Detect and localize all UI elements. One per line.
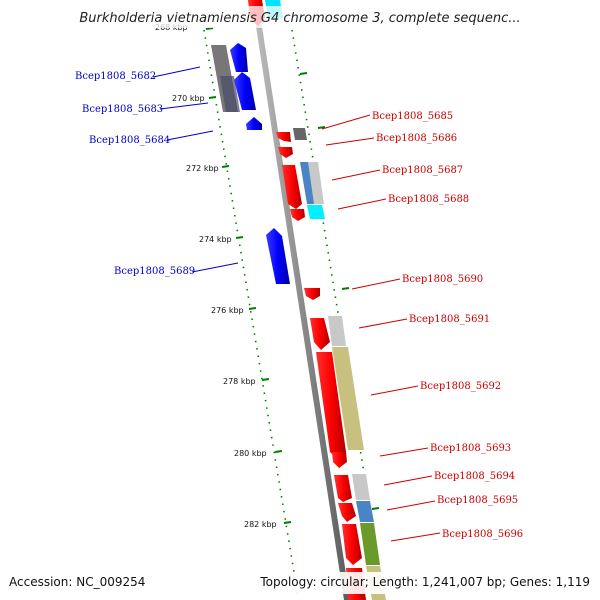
leader-line-right bbox=[383, 475, 433, 486]
leader-line-right bbox=[321, 114, 371, 130]
leader-line-right bbox=[358, 318, 408, 329]
tick-mark bbox=[317, 126, 326, 129]
gene-label-right[interactable]: Bcep1808_5693 bbox=[430, 443, 511, 454]
tick-label: 282 kbp bbox=[244, 520, 277, 529]
feature-cyan bbox=[307, 205, 325, 219]
forward-cds-arrow bbox=[266, 228, 290, 284]
gene-label-left[interactable]: Bcep1808_5689 bbox=[114, 266, 195, 277]
leader-line-right bbox=[390, 532, 441, 542]
tick-mark bbox=[274, 450, 283, 453]
gene-label-right[interactable]: Bcep1808_5688 bbox=[388, 194, 469, 205]
tick-mark bbox=[283, 521, 292, 524]
gene-label-left[interactable]: Bcep1808_5683 bbox=[82, 104, 163, 115]
feature-olive bbox=[360, 523, 380, 565]
accession-text: Accession: NC_009254 bbox=[9, 575, 145, 589]
tick-mark bbox=[205, 27, 214, 30]
leader-line-right bbox=[325, 137, 375, 146]
leader-line-right bbox=[351, 278, 401, 290]
reverse-cds-arrow bbox=[290, 209, 305, 221]
forward-cds-arrow bbox=[246, 117, 262, 130]
forward-cds-arrow bbox=[230, 43, 248, 72]
reverse-cds-track bbox=[248, 0, 366, 600]
tick-mark bbox=[248, 307, 257, 310]
leader-line-left bbox=[152, 66, 201, 78]
tick-label: 278 kbp bbox=[223, 377, 256, 386]
reverse-cds-arrow bbox=[310, 318, 330, 350]
leader-line-left bbox=[159, 102, 209, 110]
leader-line-right bbox=[331, 169, 381, 181]
gene-label-right[interactable]: Bcep1808_5691 bbox=[409, 314, 490, 325]
gene-label-right[interactable]: Bcep1808_5685 bbox=[372, 111, 453, 122]
forward-cds-arrow bbox=[234, 72, 256, 110]
leader-lines bbox=[152, 66, 441, 542]
tick-mark bbox=[235, 236, 244, 239]
gene-label-right[interactable]: Bcep1808_5692 bbox=[420, 381, 501, 392]
title-backdrop bbox=[66, 6, 536, 28]
tick-label: 272 kbp bbox=[186, 164, 219, 173]
tick-label: 270 kbp bbox=[172, 94, 205, 103]
reverse-cds-arrow bbox=[338, 503, 356, 522]
gene-label-right[interactable]: Bcep1808_5694 bbox=[434, 471, 515, 482]
gene-label-right[interactable]: Bcep1808_5696 bbox=[442, 529, 523, 540]
leader-line-right bbox=[379, 447, 429, 457]
reverse-cds-arrow bbox=[316, 352, 346, 460]
leader-line-right bbox=[386, 500, 436, 511]
feature-lightgray-b bbox=[328, 316, 346, 346]
reverse-cds-arrow bbox=[334, 475, 352, 502]
chromosome-backbone bbox=[255, 20, 350, 600]
feature-khaki bbox=[332, 347, 364, 450]
tick-mark bbox=[221, 165, 230, 168]
gene-label-right[interactable]: Bcep1808_5695 bbox=[437, 495, 518, 506]
tick-label: 274 kbp bbox=[199, 235, 232, 244]
reverse-cds-arrow bbox=[282, 165, 302, 209]
gene-label-right[interactable]: Bcep1808_5686 bbox=[376, 133, 457, 144]
gene-labels-left: Bcep1808_5682 Bcep1808_5683 Bcep1808_568… bbox=[75, 71, 195, 277]
leader-line-left bbox=[166, 130, 214, 141]
feature-lightgray-a bbox=[308, 162, 324, 204]
leader-line-right bbox=[337, 198, 387, 210]
reverse-cds-arrow bbox=[276, 132, 291, 142]
map-title: Burkholderia vietnamiensis G4 chromosome… bbox=[79, 11, 520, 26]
tick-mark bbox=[371, 507, 380, 510]
feature-steelblue-b bbox=[356, 501, 374, 522]
reverse-cds-arrow bbox=[342, 524, 362, 565]
footer-backdrop bbox=[0, 572, 600, 594]
forward-cds-track bbox=[230, 43, 290, 284]
gene-labels-right: Bcep1808_5685 Bcep1808_5686 Bcep1808_568… bbox=[372, 111, 523, 540]
leader-line-left bbox=[191, 262, 239, 273]
tick-mark bbox=[208, 96, 217, 99]
tick-mark bbox=[299, 72, 308, 75]
gene-label-right[interactable]: Bcep1808_5690 bbox=[402, 274, 483, 285]
reverse-cds-arrow bbox=[278, 147, 293, 158]
reverse-cds-arrow bbox=[304, 288, 320, 300]
feature-lightgray-c bbox=[352, 474, 370, 500]
gene-label-right[interactable]: Bcep1808_5687 bbox=[382, 165, 463, 176]
leader-line-right bbox=[370, 385, 419, 396]
feature-gray-small bbox=[293, 128, 307, 140]
reverse-cds-arrow bbox=[332, 452, 347, 468]
feature-dark-gray-lower bbox=[220, 76, 240, 112]
genome-info-text: Topology: circular; Length: 1,241,007 bp… bbox=[259, 575, 590, 589]
tick-mark bbox=[341, 287, 350, 290]
gene-label-left[interactable]: Bcep1808_5682 bbox=[75, 71, 156, 82]
gene-label-left[interactable]: Bcep1808_5684 bbox=[89, 135, 170, 146]
tick-label: 276 kbp bbox=[211, 306, 244, 315]
tick-label: 280 kbp bbox=[234, 449, 267, 458]
tick-mark bbox=[261, 378, 270, 381]
